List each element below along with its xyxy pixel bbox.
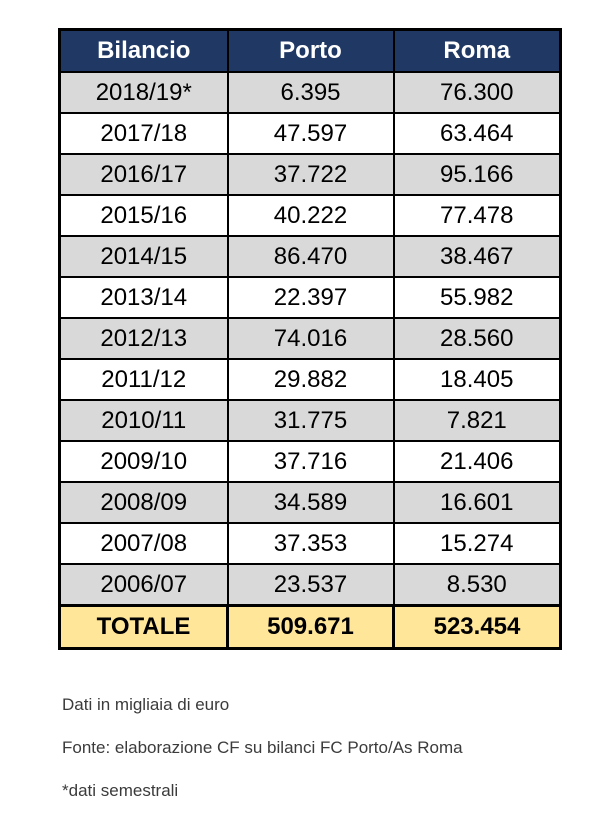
roma-value-cell: 16.601 (392, 481, 562, 524)
note-asterisk: *dati semestrali (62, 781, 179, 800)
porto-value-cell: 47.597 (226, 112, 395, 155)
porto-value-cell: 31.775 (226, 399, 395, 442)
table-row: 2018/19* 6.395 76.300 (58, 71, 562, 114)
porto-value-cell: 74.016 (226, 317, 395, 360)
porto-value-cell: 37.353 (226, 522, 395, 565)
note-source: Fonte: elaborazione CF su bilanci FC Por… (62, 738, 463, 757)
season-cell: 2013/14 (58, 276, 229, 319)
roma-value-cell: 55.982 (392, 276, 562, 319)
table-row: 2014/15 86.470 38.467 (58, 235, 562, 278)
table-body: 2018/19* 6.395 76.300 2017/18 47.597 63.464 20… (58, 71, 562, 607)
porto-value-cell: 34.589 (226, 481, 395, 524)
season-cell: 2007/08 (58, 522, 229, 565)
season-cell: 2012/13 (58, 317, 229, 360)
season-cell: 2010/11 (58, 399, 229, 442)
table-row: 2009/10 37.716 21.406 (58, 440, 562, 483)
porto-value-cell: 23.537 (226, 563, 395, 607)
total-porto-value: 509.671 (226, 604, 395, 650)
roma-value-cell: 28.560 (392, 317, 562, 360)
season-cell: 2008/09 (58, 481, 229, 524)
table-row: 2017/18 47.597 63.464 (58, 112, 562, 155)
footer-notes: Dati in migliaia di euro Fonte: elaboraz… (62, 696, 463, 825)
season-cell: 2015/16 (58, 194, 229, 237)
table-row: 2007/08 37.353 15.274 (58, 522, 562, 565)
table-row: 2013/14 22.397 55.982 (58, 276, 562, 319)
season-cell: 2017/18 (58, 112, 229, 155)
table-row: 2012/13 74.016 28.560 (58, 317, 562, 360)
porto-value-cell: 40.222 (226, 194, 395, 237)
total-roma-value: 523.454 (392, 604, 562, 650)
roma-value-cell: 95.166 (392, 153, 562, 196)
roma-value-cell: 18.405 (392, 358, 562, 401)
balance-table: Bilancio Porto Roma 2018/19* 6.395 76.300 2… (58, 28, 562, 650)
table-row: 2011/12 29.882 18.405 (58, 358, 562, 401)
season-cell: 2016/17 (58, 153, 229, 196)
roma-value-cell: 76.300 (392, 71, 562, 114)
season-cell: 2006/07 (58, 563, 229, 607)
balance-table-container: Bilancio Porto Roma 2018/19* 6.395 76.300 2… (58, 28, 562, 650)
header-bilancio: Bilancio (58, 28, 229, 73)
total-row: TOTALE 509.671 523.454 (58, 604, 562, 650)
porto-value-cell: 37.722 (226, 153, 395, 196)
porto-value-cell: 6.395 (226, 71, 395, 114)
table-row: 2016/17 37.722 95.166 (58, 153, 562, 196)
table-row: 2006/07 23.537 8.530 (58, 563, 562, 607)
season-cell: 2011/12 (58, 358, 229, 401)
porto-value-cell: 22.397 (226, 276, 395, 319)
roma-value-cell: 15.274 (392, 522, 562, 565)
table-row: 2008/09 34.589 16.601 (58, 481, 562, 524)
header-porto: Porto (226, 28, 395, 73)
roma-value-cell: 38.467 (392, 235, 562, 278)
porto-value-cell: 86.470 (226, 235, 395, 278)
porto-value-cell: 37.716 (226, 440, 395, 483)
roma-value-cell: 7.821 (392, 399, 562, 442)
note-units: Dati in migliaia di euro (62, 695, 230, 714)
roma-value-cell: 21.406 (392, 440, 562, 483)
season-cell: 2018/19* (58, 71, 229, 114)
roma-value-cell: 77.478 (392, 194, 562, 237)
table-row: 2010/11 31.775 7.821 (58, 399, 562, 442)
roma-value-cell: 8.530 (392, 563, 562, 607)
season-cell: 2014/15 (58, 235, 229, 278)
header-roma: Roma (392, 28, 562, 73)
header-row: Bilancio Porto Roma (58, 28, 562, 73)
season-cell: 2009/10 (58, 440, 229, 483)
porto-value-cell: 29.882 (226, 358, 395, 401)
roma-value-cell: 63.464 (392, 112, 562, 155)
total-label: TOTALE (58, 604, 229, 650)
table-row: 2015/16 40.222 77.478 (58, 194, 562, 237)
